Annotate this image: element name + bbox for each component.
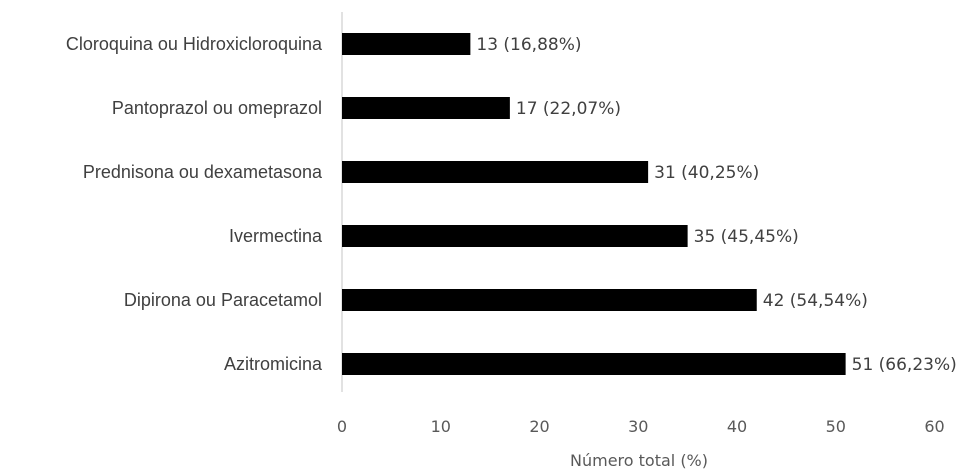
category-labels: Cloroquina ou Hidroxicloroquina Pantopraz…: [66, 34, 323, 374]
data-label-5: 51 (66,23%): [852, 355, 957, 375]
x-tick-labels: 0 10 20 30 40 50 60: [337, 417, 945, 436]
data-labels: 13 (16,88%) 17 (22,07%) 31 (40,25%) 35 (45,…: [476, 35, 956, 375]
x-tick-0: 0: [337, 417, 347, 436]
bar-4: [342, 289, 757, 311]
category-label-3: Ivermectina: [229, 226, 323, 246]
x-tick-30: 30: [628, 417, 648, 436]
category-label-1: Pantoprazol ou omeprazol: [112, 98, 322, 118]
data-label-2: 31 (40,25%): [654, 163, 759, 183]
category-label-2: Prednisona ou dexametasona: [83, 162, 323, 182]
x-tick-20: 20: [529, 417, 549, 436]
x-tick-50: 50: [826, 417, 846, 436]
bar-0: [342, 33, 471, 55]
bars-group: [342, 33, 846, 375]
category-label-4: Dipirona ou Paracetamol: [124, 290, 322, 310]
bar-3: [342, 225, 688, 247]
data-label-4: 42 (54,54%): [763, 291, 868, 311]
bar-1: [342, 97, 510, 119]
bar-5: [342, 353, 846, 375]
bar-2: [342, 161, 649, 183]
x-tick-10: 10: [431, 417, 451, 436]
data-label-1: 17 (22,07%): [516, 99, 621, 119]
data-label-0: 13 (16,88%): [476, 35, 581, 55]
category-label-0: Cloroquina ou Hidroxicloroquina: [66, 34, 323, 54]
x-axis-title: Número total (%): [570, 451, 708, 470]
data-label-3: 35 (45,45%): [694, 227, 799, 247]
x-tick-60: 60: [924, 417, 944, 436]
category-label-5: Azitromicina: [224, 354, 323, 374]
x-tick-40: 40: [727, 417, 747, 436]
